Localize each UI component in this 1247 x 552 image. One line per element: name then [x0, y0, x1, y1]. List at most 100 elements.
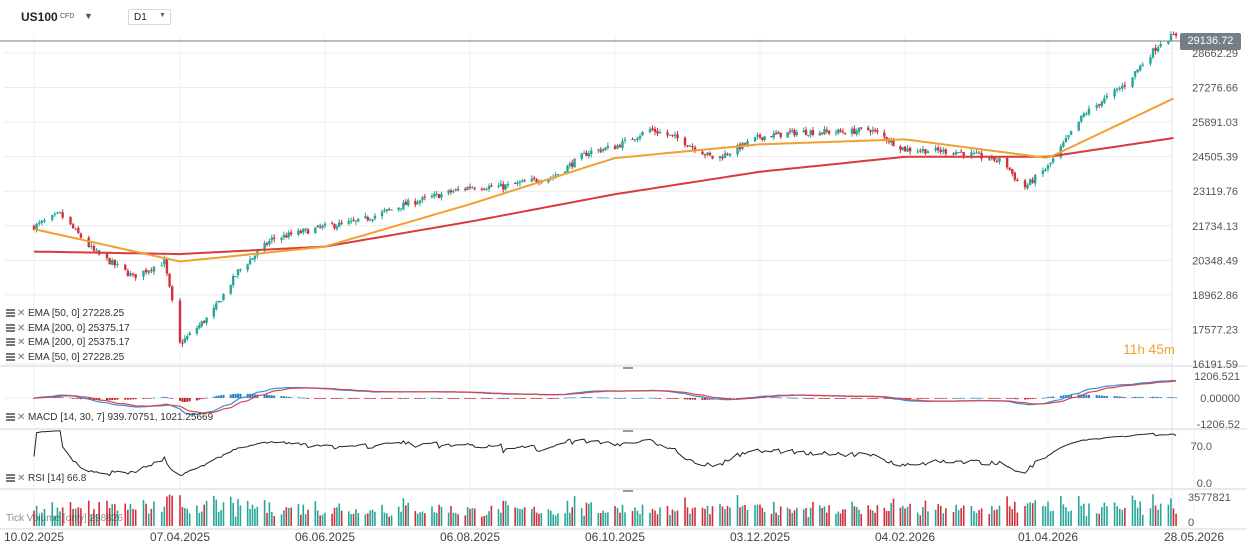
- menu-icon[interactable]: [6, 324, 15, 333]
- candle-body: [497, 185, 500, 187]
- volume-bar: [471, 508, 474, 526]
- candle-body: [316, 225, 319, 228]
- macd-histogram-bar: [669, 398, 671, 399]
- macd-histogram-bar: [1085, 394, 1088, 398]
- volume-bar: [464, 515, 467, 526]
- macd-histogram-bar: [684, 398, 686, 400]
- volume-bar: [746, 509, 749, 526]
- volume-bar: [35, 505, 38, 526]
- candle-body: [212, 307, 216, 317]
- candle-body: [111, 259, 114, 265]
- volume-bar: [709, 514, 711, 526]
- menu-icon[interactable]: [6, 474, 15, 483]
- macd-histogram-bar: [1008, 398, 1011, 399]
- macd-histogram-bar: [1157, 396, 1160, 398]
- macd-histogram-bar: [147, 398, 150, 399]
- close-icon[interactable]: ✕: [17, 412, 26, 423]
- volume-bar: [666, 505, 669, 526]
- candle-body: [535, 179, 538, 183]
- candle-body: [487, 186, 491, 190]
- x-axis-tick: 04.02.2026: [875, 530, 935, 544]
- indicator-legend-ema50-a: ✕ EMA [50, 0] 27228.25: [6, 307, 124, 320]
- candle-body: [676, 134, 679, 139]
- candle-body: [855, 131, 858, 135]
- macd-histogram-bar: [419, 398, 422, 399]
- macd-histogram-bar: [942, 397, 945, 399]
- candle-body: [90, 246, 93, 248]
- candle-body: [804, 130, 808, 135]
- candle-body: [273, 237, 276, 239]
- candle-body: [613, 146, 617, 150]
- volume-bar: [761, 507, 764, 526]
- volume-bar: [285, 507, 288, 526]
- volume-bar: [773, 501, 775, 526]
- macd-histogram-bar: [599, 397, 602, 399]
- volume-bar: [160, 511, 163, 526]
- candle-body: [186, 335, 189, 340]
- timeframe-select[interactable]: D1 ▼: [128, 9, 171, 25]
- candle-body: [668, 134, 672, 136]
- candle-body: [843, 133, 847, 135]
- macd-histogram-bar: [614, 397, 616, 399]
- macd-histogram-bar: [1175, 397, 1178, 399]
- volume-bar: [108, 508, 111, 526]
- volume-bar: [962, 505, 965, 526]
- macd-histogram-bar: [435, 397, 438, 399]
- candle-body: [306, 229, 310, 234]
- candle-body: [723, 153, 727, 159]
- volume-bar: [369, 510, 371, 526]
- candle-body: [788, 131, 792, 133]
- volume-bar: [1062, 504, 1065, 526]
- menu-icon[interactable]: [6, 338, 15, 347]
- candle-body: [939, 149, 942, 153]
- candle-body: [763, 136, 766, 140]
- symbol-dropdown-icon[interactable]: ▼: [84, 11, 93, 21]
- menu-icon[interactable]: [6, 353, 15, 362]
- candle-body: [793, 130, 796, 136]
- candle-body: [304, 228, 307, 230]
- candle-body: [142, 270, 145, 277]
- close-icon[interactable]: ✕: [17, 473, 26, 484]
- menu-icon[interactable]: [6, 413, 15, 422]
- close-icon[interactable]: ✕: [17, 308, 26, 319]
- macd-histogram-bar: [516, 398, 519, 399]
- candle-body: [499, 183, 503, 187]
- macd-histogram-bar: [59, 396, 62, 398]
- close-icon[interactable]: ✕: [17, 323, 26, 334]
- macd-histogram-bar: [649, 397, 651, 399]
- macd-histogram-bar: [631, 397, 634, 399]
- volume-bar: [604, 512, 607, 526]
- candle-body: [1141, 64, 1144, 66]
- volume-bar: [649, 512, 651, 526]
- macd-histogram-bar: [473, 398, 476, 399]
- macd-histogram-bar: [1172, 397, 1175, 399]
- menu-icon[interactable]: [6, 309, 15, 318]
- candle-body: [708, 152, 712, 156]
- volume-bar: [775, 512, 777, 526]
- symbol-name[interactable]: US100: [21, 10, 58, 24]
- candle-body: [423, 196, 427, 198]
- macd-histogram-bar: [772, 397, 775, 399]
- candle-body: [556, 174, 560, 176]
- volume-bar: [867, 505, 869, 526]
- macd-histogram-bar: [402, 397, 405, 399]
- macd-histogram-bar: [385, 398, 388, 399]
- candle-body: [1013, 172, 1017, 180]
- close-icon[interactable]: ✕: [17, 337, 26, 348]
- volume-bar: [1014, 501, 1016, 526]
- volume-bar: [1154, 505, 1157, 526]
- macd-histogram-bar: [851, 398, 854, 399]
- x-axis-tick: 01.04.2026: [1018, 530, 1078, 544]
- close-icon[interactable]: ✕: [17, 352, 26, 363]
- volume-bar: [724, 508, 726, 526]
- candle-body: [942, 149, 945, 152]
- candle-body: [251, 258, 254, 260]
- volume-bar: [980, 508, 983, 526]
- candle-body: [352, 219, 355, 221]
- macd-histogram-bar: [1139, 396, 1142, 398]
- candle-body: [873, 129, 877, 131]
- candle-body: [183, 338, 187, 343]
- volume-bar: [80, 508, 82, 526]
- candle-body: [903, 146, 907, 152]
